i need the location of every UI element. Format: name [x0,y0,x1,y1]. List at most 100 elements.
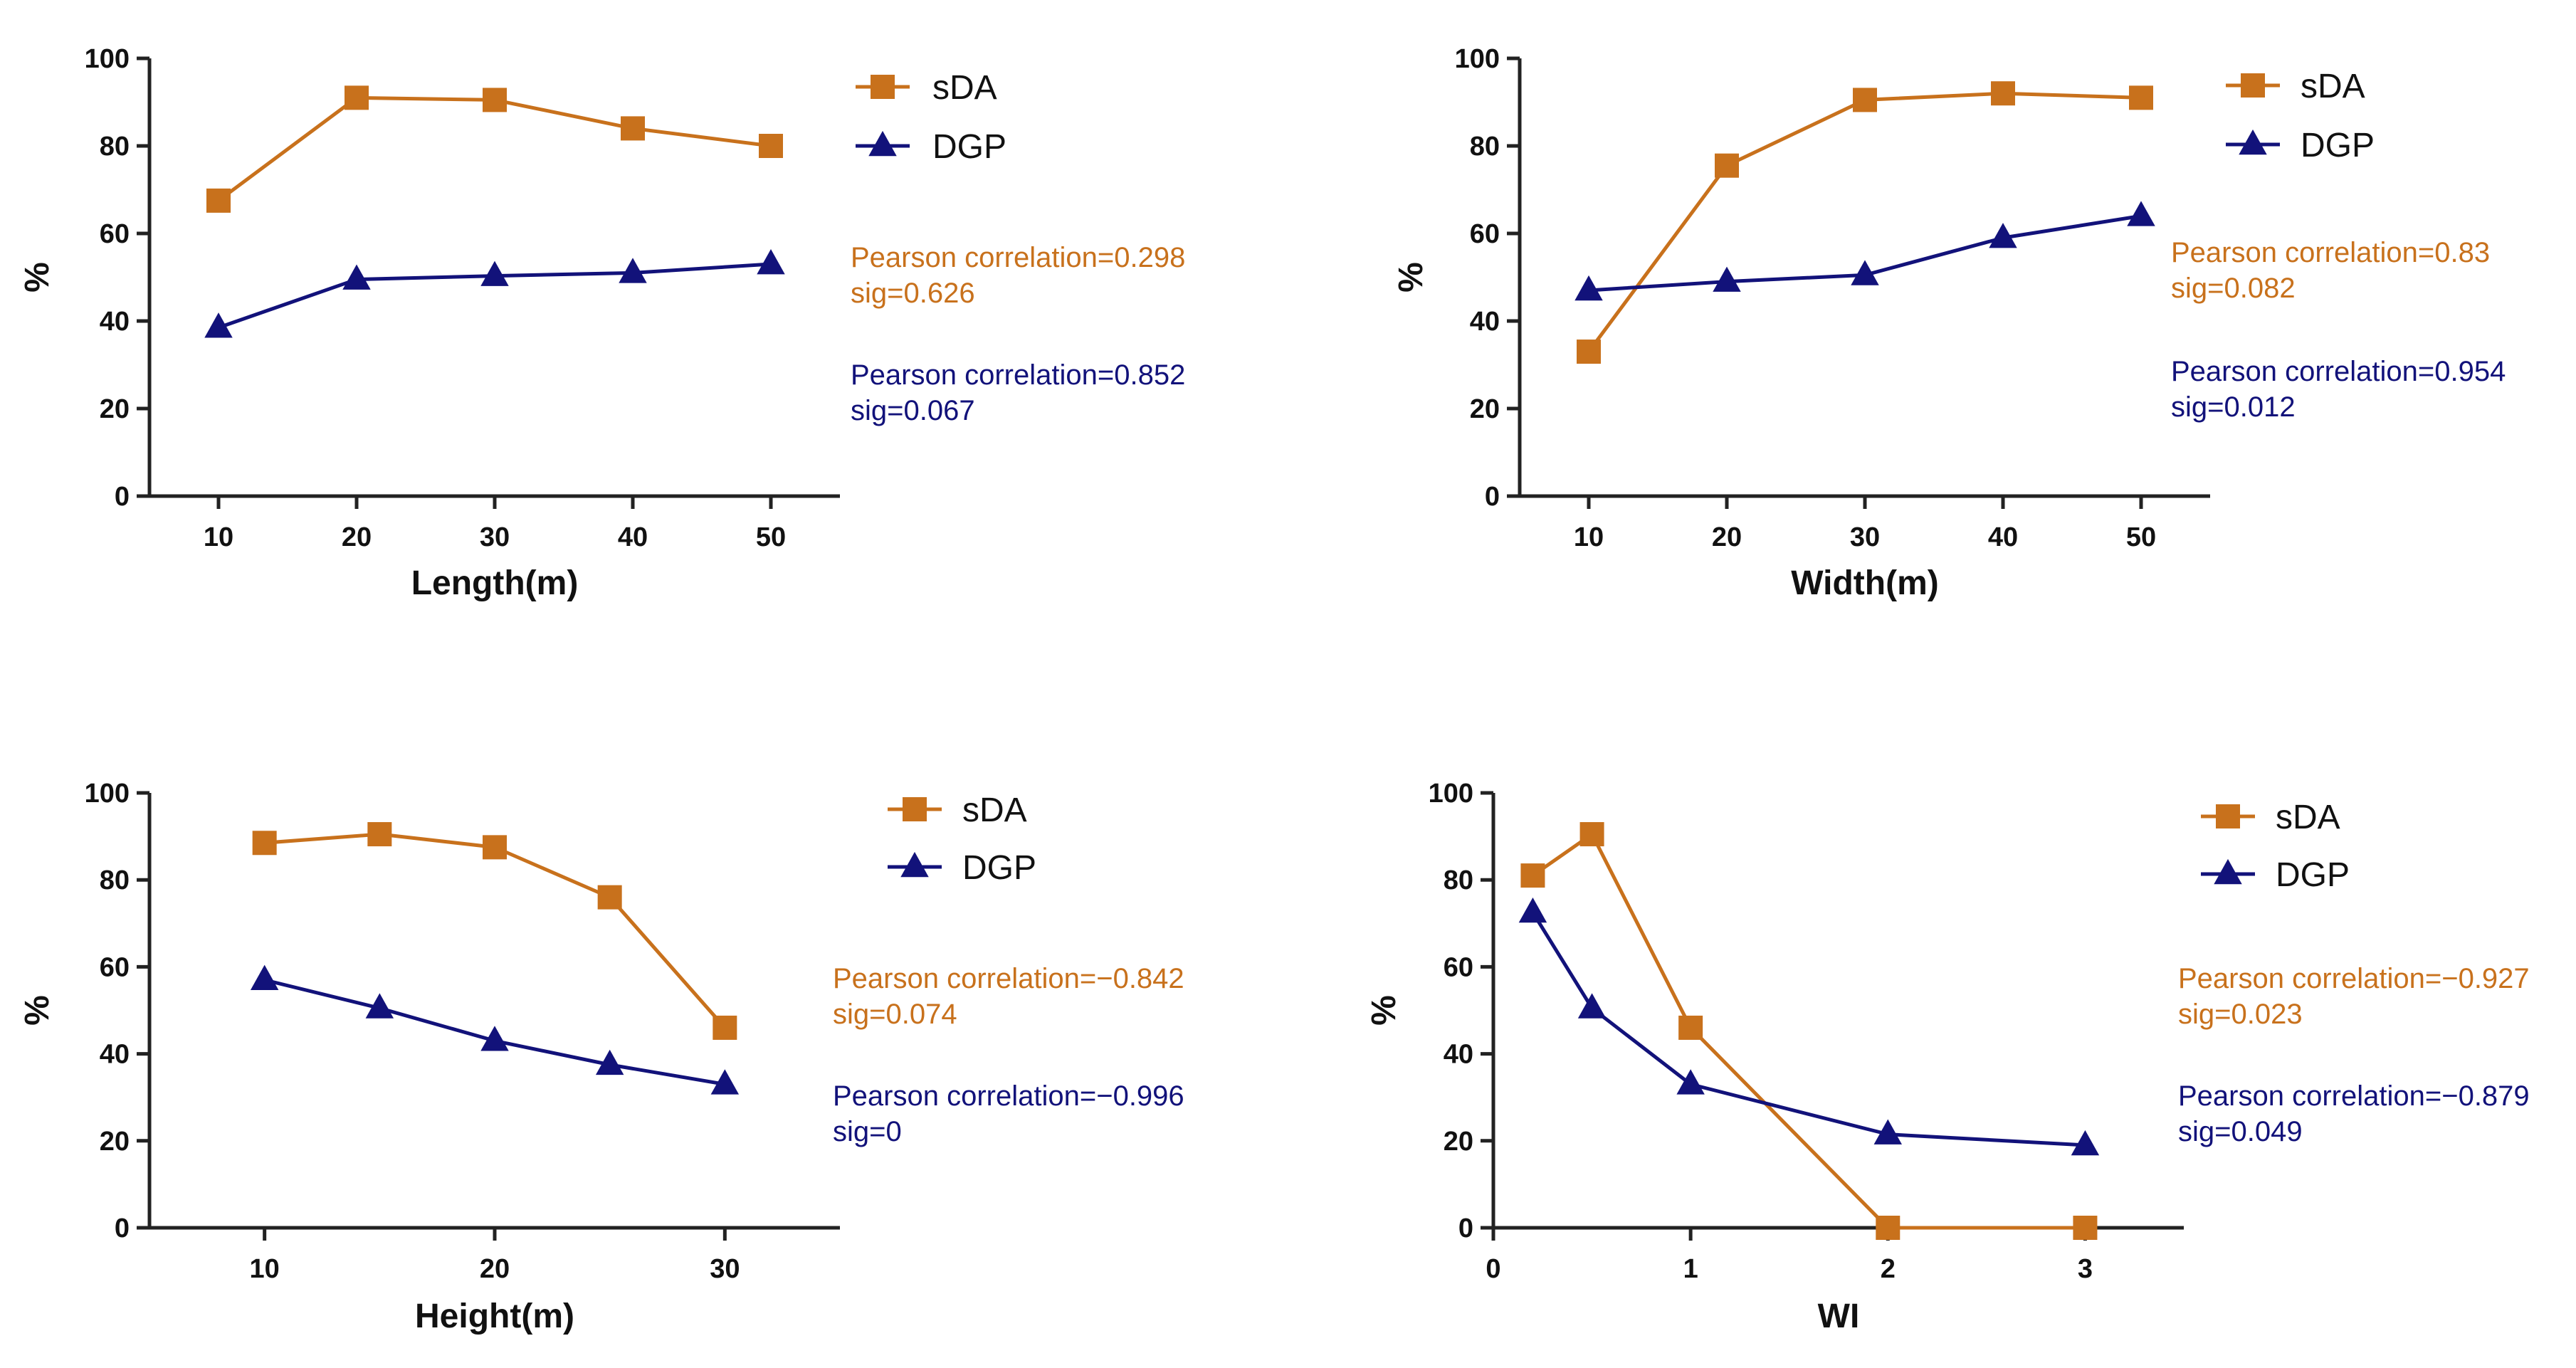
legend-label-sda: sDA [932,69,997,107]
chart-panel-2: 0 20 40 60 80 100 10 20 30 40 50 Width(m)% sDA DGP Pea… [1392,44,2506,602]
y-tick-label: 100 [1429,779,1473,809]
data-point-sda [1520,863,1545,888]
data-point-dgp [1713,266,1741,292]
y-tick-label: 40 [1444,1040,1473,1070]
data-point-dgp [342,264,371,290]
data-point-dgp [1873,1119,1903,1145]
data-point-dgp [757,248,785,275]
annotation-sig-dgp: sig=0.049 [2178,1116,2303,1147]
x-tick-label: 3 [2078,1254,2093,1284]
data-point-sda [483,88,507,112]
data-point-sda [1853,88,1877,112]
legend-label-dgp: DGP [2276,856,2350,894]
data-point-dgp [2127,201,2155,226]
data-point-sda [621,116,645,141]
data-point-dgp [710,1069,740,1095]
data-point-dgp [480,1026,509,1051]
y-tick-label: 60 [100,952,130,982]
y-tick-label: 80 [1444,865,1473,895]
annotation-sig-sda: sig=0.082 [2171,273,2296,304]
data-point-sda [2073,1216,2098,1240]
y-tick-label: 80 [1470,132,1500,162]
data-point-dgp [1851,260,1879,285]
annotation-correlation-dgp: Pearson correlation=0.954 [2171,356,2506,387]
data-point-dgp [365,993,394,1019]
y-tick-label: 60 [100,219,130,249]
y-tick-label: 60 [1470,219,1500,249]
y-axis-title: % [1392,262,1430,293]
legend-marker-sda [871,75,895,99]
legend-marker-sda [2241,73,2265,98]
annotation-sig-sda: sig=0.074 [833,999,957,1030]
y-axis-title: % [19,262,56,293]
x-tick-label: 20 [342,522,372,552]
data-point-sda [713,1015,737,1040]
data-point-dgp [250,964,279,991]
x-tick-label: 10 [250,1254,280,1284]
data-point-sda [1991,81,2015,106]
x-axis-title: Width(m) [1791,564,1939,602]
data-point-sda [367,822,392,847]
series-line-sda [1587,91,2142,353]
data-point-dgp [1676,1069,1705,1095]
x-tick-label: 30 [710,1254,740,1284]
data-point-dgp [1518,897,1547,923]
data-point-dgp [1577,993,1607,1019]
x-tick-label: 20 [1712,522,1742,552]
legend-marker-dgp [2214,858,2242,885]
x-tick-label: 20 [480,1254,510,1284]
data-point-sda [483,835,507,860]
data-point-dgp [204,312,233,338]
y-tick-label: 100 [85,779,130,809]
y-tick-label: 20 [100,394,130,424]
chart-panel-1: 0 20 40 60 80 100 10 20 30 40 50 Length(m)% sDA DGP Pe… [19,44,1185,602]
data-point-dgp [619,258,647,283]
legend-marker-dgp [868,130,897,157]
y-tick-label: 40 [1470,307,1500,337]
series-line-sda [217,95,772,202]
x-tick-label: 40 [618,522,648,552]
y-tick-label: 40 [100,1040,130,1070]
y-tick-label: 60 [1444,952,1473,982]
x-tick-label: 50 [2126,522,2156,552]
y-tick-label: 0 [115,1214,130,1243]
x-tick-label: 0 [1486,1254,1500,1284]
y-tick-label: 20 [1470,394,1500,424]
x-axis-title: WI [1818,1298,1860,1335]
x-tick-label: 2 [1881,1254,1896,1284]
legend-label-sda: sDA [962,791,1027,829]
chart-panel-4: 0 20 40 60 80 100 0 1 2 3 WI% sDA DGP Pearson correla… [1365,779,2530,1335]
data-point-sda [206,188,231,213]
annotation-correlation-sda: Pearson correlation=−0.842 [833,963,1184,994]
legend-marker-dgp [900,851,929,878]
legend-marker-dgp [2239,129,2267,155]
data-point-sda [759,134,783,158]
data-point-sda [1577,340,1601,364]
data-point-sda [2129,85,2153,110]
series-line-sda [264,832,727,1029]
y-tick-label: 100 [1455,44,1500,74]
y-tick-label: 40 [100,307,130,337]
y-tick-label: 80 [100,865,130,895]
data-point-dgp [480,261,509,286]
chart-panel-3: 0 20 40 60 80 100 10 20 30 Height(m)% sDA DGP Pearso… [19,779,1184,1335]
x-tick-label: 10 [204,522,233,552]
x-axis-title: Height(m) [415,1298,574,1335]
annotation-sig-dgp: sig=0.067 [851,395,975,426]
data-point-sda [252,831,277,856]
x-axis-title: Length(m) [411,564,579,602]
annotation-sig-dgp: sig=0 [833,1116,902,1147]
annotation-correlation-dgp: Pearson correlation=−0.996 [833,1080,1184,1112]
annotation-sig-sda: sig=0.023 [2178,999,2303,1030]
x-tick-label: 30 [1850,522,1880,552]
y-tick-label: 20 [1444,1127,1473,1157]
annotation-correlation-sda: Pearson correlation=−0.927 [2178,963,2530,994]
annotation-correlation-dgp: Pearson correlation=−0.879 [2178,1080,2530,1112]
y-tick-label: 20 [100,1127,130,1157]
legend-label-dgp: DGP [932,128,1006,166]
data-point-dgp [2071,1130,2100,1156]
y-axis-title: % [1365,995,1403,1026]
data-point-dgp [1574,275,1603,301]
legend-label-dgp: DGP [962,849,1036,887]
y-tick-label: 80 [100,132,130,162]
